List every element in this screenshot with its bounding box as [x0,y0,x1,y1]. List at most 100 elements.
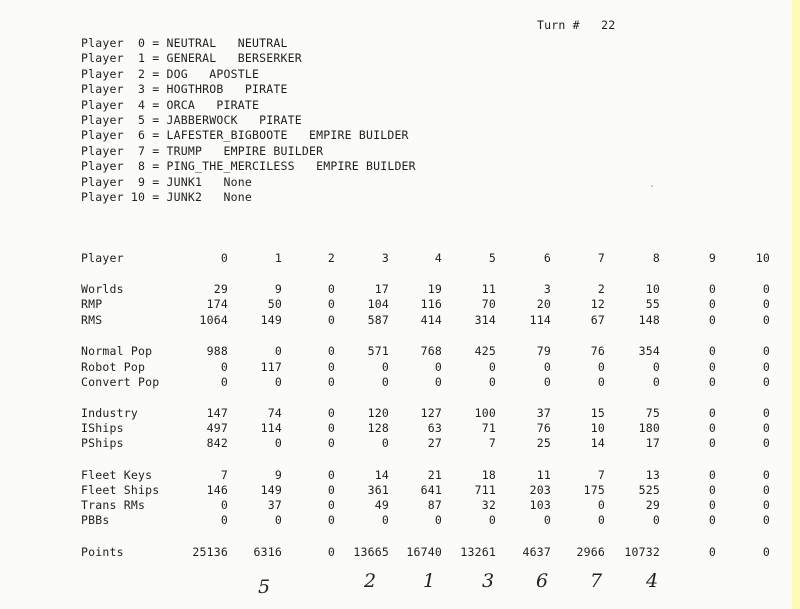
paper-speck [651,185,653,187]
stat-cell: 0 [762,483,770,497]
stat-cell: 0 [327,360,335,374]
stat-cell: 0 [597,375,605,389]
stat-cell: 314 [474,313,496,327]
stat-cell: 0 [274,436,282,450]
stat-cell: 120 [367,406,389,420]
stat-cell: 149 [260,313,282,327]
column-header: 5 [488,251,496,265]
stat-cell: 7 [488,436,496,450]
stat-cell: 0 [708,297,716,311]
stat-cell: 14 [590,436,605,450]
stat-cell: 116 [420,297,442,311]
turn-indicator: Turn # 22 [537,18,615,32]
stat-cell: 0 [597,498,605,512]
stat-cell: 0 [762,468,770,482]
stat-cell: 0 [381,513,389,527]
stat-cell: 0 [708,282,716,296]
stat-cell: 0 [488,513,496,527]
stat-cell: 0 [762,436,770,450]
stat-cell: 0 [762,545,770,559]
stat-cell: 0 [327,421,335,435]
stat-cell: 711 [474,483,496,497]
stat-cell: 414 [420,313,442,327]
stat-cell: 87 [427,498,442,512]
stat-cell: 425 [474,344,496,358]
stat-cell: 0 [652,375,660,389]
row-label: RMS [81,313,103,327]
stat-cell: 13 [645,468,660,482]
turn-value: 22 [601,18,616,32]
stat-cell: 32 [481,498,496,512]
handwritten-rank: 5 [258,576,271,598]
turn-label: Turn # [537,18,580,32]
stat-cell: 2 [597,282,605,296]
player-list-row: Player 1 = GENERAL BERSERKER [81,51,302,66]
stat-cell: 0 [220,498,228,512]
stat-cell: 0 [708,421,716,435]
stat-cell: 0 [434,360,442,374]
row-label: RMP [81,297,103,311]
stat-cell: 0 [708,483,716,497]
stat-cell: 0 [327,483,335,497]
stat-cell: 17 [374,282,389,296]
paper-edge [792,0,800,609]
stat-cell: 361 [367,483,389,497]
stat-cell: 0 [708,436,716,450]
row-label: Robot Pop [81,360,146,374]
stat-cell: 12 [590,297,605,311]
stat-cell: 203 [529,483,551,497]
stat-cell: 842 [206,436,228,450]
handwritten-rank: 6 [536,570,549,592]
stat-cell: 71 [481,421,496,435]
stat-cell: 19 [427,282,442,296]
stat-cell: 0 [434,375,442,389]
stat-cell: 0 [762,498,770,512]
stat-cell: 0 [708,313,716,327]
stat-cell: 6316 [253,545,282,559]
stat-cell: 76 [536,421,551,435]
stat-cell: 497 [206,421,228,435]
player-list: Player 0 = NEUTRAL NEUTRAL Player 1 = GEN… [81,36,416,205]
stat-cell: 10 [590,421,605,435]
stat-cell: 0 [762,421,770,435]
stat-cell: 0 [762,406,770,420]
stat-cell: 17 [645,436,660,450]
handwritten-rank: 7 [590,570,603,592]
stat-cell: 70 [481,297,496,311]
stat-cell: 13665 [353,545,389,559]
player-list-row: Player 10 = JUNK2 None [81,190,252,205]
row-label: Fleet Keys [81,468,153,482]
stat-cell: 29 [645,498,660,512]
row-label: Convert Pop [81,375,160,389]
stat-cell: 10 [645,282,660,296]
stat-cell: 0 [762,313,770,327]
stat-cell: 0 [762,297,770,311]
stat-cell: 79 [536,344,551,358]
stat-cell: 37 [267,498,282,512]
stat-cell: 11 [481,282,496,296]
stat-cell: 16740 [406,545,442,559]
stat-cell: 21 [427,468,442,482]
stat-cell: 15 [590,406,605,420]
stat-cell: 0 [327,282,335,296]
column-header: 8 [652,251,660,265]
row-label: Points [81,545,124,559]
column-header: 6 [543,251,551,265]
stat-cell: 175 [583,483,605,497]
stat-cell: 0 [543,375,551,389]
stat-cell: 354 [638,344,660,358]
player-list-row: Player 7 = TRUMP EMPIRE BUILDER [81,143,324,158]
stat-cell: 37 [536,406,551,420]
stat-cell: 0 [762,282,770,296]
stat-cell: 4637 [522,545,551,559]
stat-cell: 25136 [192,545,228,559]
stat-cell: 0 [597,513,605,527]
stat-cell: 29 [213,282,228,296]
stat-cell: 0 [327,297,335,311]
stat-cell: 75 [645,406,660,420]
stat-cell: 0 [543,513,551,527]
stat-cell: 14 [374,468,389,482]
stat-cell: 63 [427,421,442,435]
stat-cell: 0 [220,375,228,389]
